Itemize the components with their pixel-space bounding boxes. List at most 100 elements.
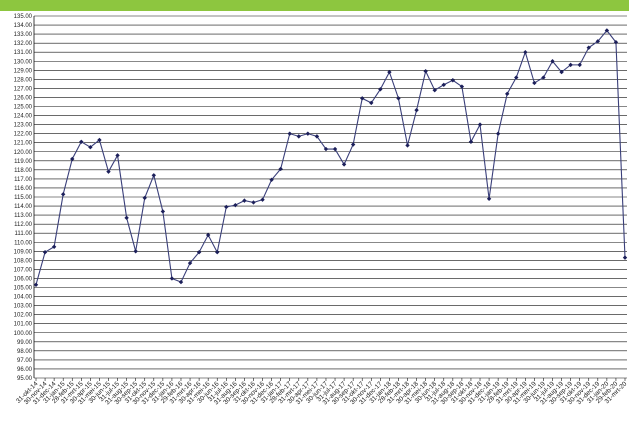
y-tick-label: 133.00 <box>14 32 33 38</box>
data-point <box>251 200 256 205</box>
data-point <box>360 96 365 101</box>
data-point <box>70 156 75 162</box>
data-point <box>124 215 129 221</box>
y-tick-label: 113.00 <box>14 213 33 219</box>
y-tick-label: 104.00 <box>14 295 33 301</box>
y-tick-label: 120.00 <box>14 150 33 156</box>
y-tick-label: 115.00 <box>14 195 33 201</box>
data-point <box>278 166 283 172</box>
data-point <box>178 279 184 285</box>
y-tick-label: 125.00 <box>14 105 33 111</box>
data-point <box>142 195 147 201</box>
data-point <box>604 28 610 33</box>
data-point <box>296 134 301 139</box>
data-point <box>423 69 428 74</box>
data-point <box>314 134 320 139</box>
y-tick-label: 111.00 <box>15 231 33 237</box>
data-point <box>505 91 510 97</box>
y-tick-label: 107.00 <box>14 267 33 273</box>
y-tick-label: 124.00 <box>14 114 33 120</box>
y-tick-label: 118.00 <box>14 168 33 174</box>
data-point <box>242 198 247 203</box>
y-tick-label: 131.00 <box>14 50 33 56</box>
series-polyline <box>35 29 626 285</box>
data-point <box>559 69 564 75</box>
data-point <box>60 192 66 197</box>
data-point <box>33 282 39 287</box>
data-point <box>287 131 292 136</box>
data-point <box>414 107 419 113</box>
data-point <box>133 249 138 254</box>
y-tick-label: 114.00 <box>14 204 33 210</box>
data-point <box>115 153 120 158</box>
data-point <box>51 244 57 249</box>
data-point <box>269 177 274 183</box>
data-point <box>577 62 582 68</box>
data-point <box>622 255 628 260</box>
y-tick-label: 134.00 <box>14 23 33 29</box>
y-tick-label: 99.00 <box>17 340 33 346</box>
y-tick-label: 98.00 <box>17 349 33 355</box>
data-point <box>550 59 555 64</box>
data-point <box>387 69 392 75</box>
y-tick-label: 105.00 <box>14 286 33 292</box>
data-point <box>350 142 356 147</box>
data-point <box>523 50 528 55</box>
y-tick-label: 135.00 <box>14 14 33 20</box>
y-tick-label: 96.00 <box>17 367 33 373</box>
y-tick-label: 126.00 <box>14 95 33 101</box>
y-tick-label: 121.00 <box>14 141 33 147</box>
data-point <box>97 137 102 143</box>
data-point <box>378 87 383 92</box>
data-point <box>477 122 483 127</box>
data-point <box>595 39 601 44</box>
y-tick-label: 112.00 <box>14 222 33 228</box>
y-tick-label: 101.00 <box>14 322 33 328</box>
data-point <box>151 173 156 178</box>
y-tick-label: 109.00 <box>14 249 33 255</box>
data-point <box>42 250 48 255</box>
data-point <box>233 202 238 208</box>
y-tick-label: 110.00 <box>14 240 33 246</box>
data-point <box>405 143 410 148</box>
data-point <box>495 131 501 136</box>
data-point <box>205 232 211 238</box>
data-point <box>613 40 619 45</box>
series-points <box>33 28 628 287</box>
y-tick-label: 97.00 <box>17 358 33 364</box>
data-point <box>169 276 175 281</box>
y-tick-label: 132.00 <box>14 41 33 47</box>
data-point <box>224 204 229 210</box>
data-point <box>323 146 329 152</box>
y-grid <box>33 15 627 379</box>
data-point <box>396 96 401 101</box>
data-point <box>196 250 202 255</box>
data-point <box>586 45 591 50</box>
y-tick-label: 128.00 <box>14 77 33 83</box>
data-point <box>441 82 446 87</box>
data-point <box>341 162 347 167</box>
data-point <box>332 146 338 152</box>
series-line <box>35 29 626 285</box>
y-tick-label: 100.00 <box>14 331 33 337</box>
data-point <box>260 197 265 202</box>
y-tick-label: 116.00 <box>14 186 33 192</box>
data-point <box>514 75 519 80</box>
y-tick-label: 103.00 <box>14 304 33 310</box>
data-point <box>79 139 84 144</box>
data-point <box>432 88 437 93</box>
y-tick-label: 130.00 <box>14 59 33 65</box>
data-point <box>305 131 311 136</box>
y-tick-label: 122.00 <box>14 132 33 138</box>
y-axis-ticks: 95.00 96.00 97.00 98.00 99.00 100.00 101.00 102… <box>14 14 33 382</box>
data-point <box>450 78 456 83</box>
y-tick-label: 127.00 <box>14 86 33 92</box>
y-tick-label: 102.00 <box>14 313 33 319</box>
data-point <box>568 62 573 68</box>
y-tick-label: 106.00 <box>14 276 33 282</box>
data-point <box>215 250 220 255</box>
data-point <box>468 139 474 144</box>
data-point <box>88 145 93 150</box>
data-point <box>541 75 546 80</box>
